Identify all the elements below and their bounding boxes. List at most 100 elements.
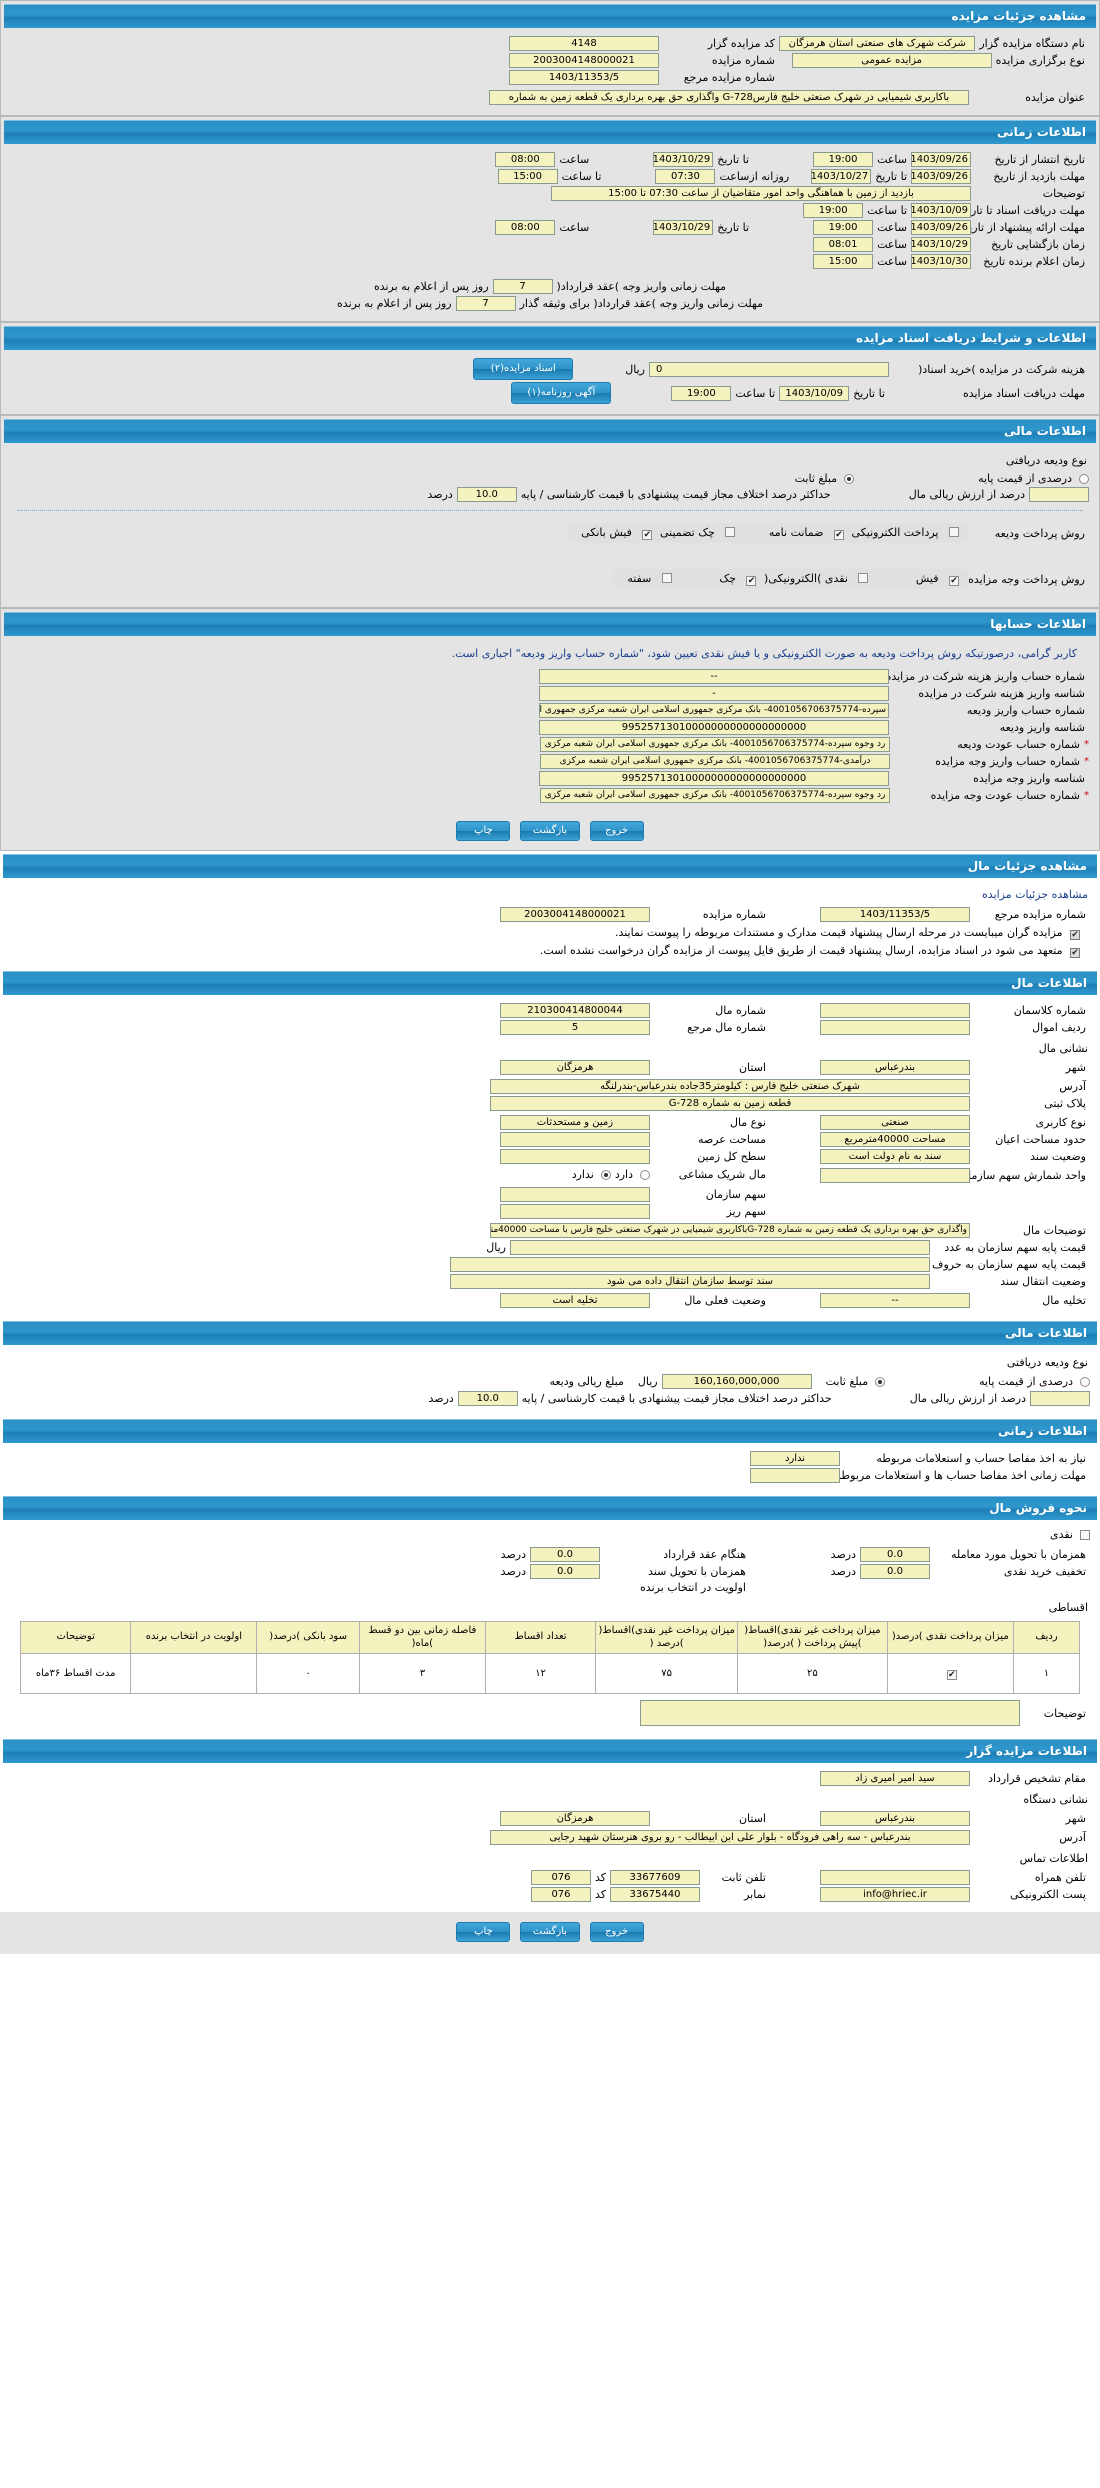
print-button-bottom[interactable]: چاپ: [456, 1922, 511, 1942]
exit-button-top[interactable]: خروج: [589, 821, 644, 841]
property-ref-number-value[interactable]: 1403/11353/5: [820, 907, 970, 922]
property-checkbox-1[interactable]: ✔: [1070, 930, 1080, 940]
visit-daily-to[interactable]: 15:00: [497, 169, 558, 184]
pay-deadline2-value[interactable]: 7: [455, 296, 516, 311]
property-current-status-value[interactable]: تخلیه است: [500, 1293, 650, 1308]
property-total-area-value[interactable]: [500, 1149, 650, 1164]
auctioneer-phone-value[interactable]: 33677609: [610, 1870, 700, 1885]
auction-code-value[interactable]: 4148: [509, 36, 659, 51]
property-class-number-value[interactable]: [820, 1003, 970, 1018]
sale-cash-checkbox[interactable]: [1080, 1529, 1090, 1540]
newspaper-ad-button[interactable]: آگهی روزنامه(۱): [511, 382, 612, 404]
offer-to-hour-value[interactable]: 08:00: [495, 220, 556, 235]
property-base-price-num-value[interactable]: [510, 1240, 930, 1255]
property-org-share-value[interactable]: [500, 1187, 650, 1202]
property-province-value[interactable]: هرمزگان: [500, 1060, 650, 1075]
offer-from-hour-value[interactable]: 19:00: [813, 220, 874, 235]
winner-hour-value[interactable]: 15:00: [813, 254, 874, 269]
back-button-bottom[interactable]: بازگشت: [519, 1922, 581, 1942]
account-value-4[interactable]: رد وجوه سپرده-4001056706375774- بانک مرک…: [540, 737, 890, 752]
property-fixed-amount-radio[interactable]: [875, 1376, 886, 1387]
auction-ref-number-value[interactable]: 1403/11353/5: [509, 70, 659, 85]
property-city-value[interactable]: بندرعباس: [820, 1060, 970, 1075]
offer-from-date[interactable]: 1403/09/26: [911, 220, 971, 235]
property-building-area-value[interactable]: مساحت 40000مترمربع: [820, 1132, 970, 1147]
publish-hour-value[interactable]: 19:00: [813, 152, 874, 167]
deposit-opt-2-checkbox[interactable]: [725, 527, 736, 537]
account-value-5[interactable]: درآمدی-4001056706375774- بانک مرکزی جمهو…: [540, 754, 890, 769]
visit-daily-from[interactable]: 07:30: [655, 169, 716, 184]
docs-cost-value[interactable]: 0: [649, 361, 889, 377]
property-address-value[interactable]: شهرک صنعتی خلیج فارس : کیلومتر35جاده بند…: [490, 1079, 970, 1094]
docs-deadline-date[interactable]: 1403/10/09: [779, 385, 850, 401]
property-percent-base-radio[interactable]: [1080, 1376, 1090, 1387]
pay-opt-0-checkbox[interactable]: ✔: [949, 576, 959, 586]
publish-date-from[interactable]: 1403/09/26: [911, 152, 971, 167]
property-auction-number-value[interactable]: 2003004148000021: [500, 907, 650, 922]
opening-date[interactable]: 1403/10/29: [911, 237, 971, 252]
auctioneer-mobile-value[interactable]: [820, 1870, 970, 1885]
account-value-1[interactable]: -: [539, 686, 889, 701]
property-need-value[interactable]: ندارد: [750, 1451, 840, 1466]
property-time-deadline-value[interactable]: [750, 1468, 840, 1483]
winner-date[interactable]: 1403/10/30: [911, 254, 971, 269]
sale-cash-discount-value[interactable]: 0.0: [860, 1564, 930, 1579]
auction-type-value[interactable]: مزایده عمومی: [791, 53, 992, 68]
property-org-share-unit-value[interactable]: [820, 1168, 970, 1183]
pay-opt-1-checkbox[interactable]: [858, 573, 869, 583]
fixed-amount-radio[interactable]: [844, 473, 855, 484]
property-shared-has-radio[interactable]: [640, 1169, 650, 1180]
account-value-7[interactable]: رد وجوه سپرده-4001056706375774- بانک مرک…: [540, 788, 890, 803]
deposit-opt-0-checkbox[interactable]: [949, 527, 959, 537]
opening-hour-value[interactable]: 08:01: [813, 237, 874, 252]
property-shared-hasnot-radio[interactable]: [600, 1169, 611, 1180]
property-percent-value-input[interactable]: [1030, 1391, 1090, 1406]
percent-base-radio[interactable]: [1079, 473, 1089, 484]
offer-to-date[interactable]: 1403/10/29: [653, 220, 714, 235]
account-value-0[interactable]: --: [539, 669, 889, 684]
auctioneer-authority-value[interactable]: سید امیر امیری زاد: [820, 1771, 970, 1786]
account-value-2[interactable]: سپرده-4001056706375774- بانک مرکزی جمهور…: [539, 703, 889, 718]
exit-button-bottom[interactable]: خروج: [589, 1922, 644, 1942]
property-land-area-value[interactable]: [500, 1132, 650, 1147]
property-micro-share-value[interactable]: [500, 1204, 650, 1219]
auctioneer-city-value[interactable]: بندرعباس: [820, 1811, 970, 1826]
visit-to-date[interactable]: 1403/10/27: [811, 169, 872, 184]
doc-receive-hour-value[interactable]: 19:00: [803, 203, 864, 218]
auctioneer-phone-code[interactable]: 076: [530, 1870, 591, 1885]
percent-value-input[interactable]: [1029, 487, 1089, 502]
docs-deadline-hour-value[interactable]: 19:00: [671, 385, 732, 401]
deposit-opt-3-checkbox[interactable]: ✔: [642, 530, 653, 540]
pay-opt-3-checkbox[interactable]: [661, 573, 672, 583]
account-value-3[interactable]: 99525713010000000000000000000: [539, 720, 889, 735]
visit-desc-value[interactable]: بازدید از زمین با هماهنگی واحد امور متقا…: [551, 186, 971, 201]
property-max-diff-value[interactable]: 10.0: [457, 1391, 518, 1406]
property-doc-status-value[interactable]: سند به نام دولت است: [820, 1149, 970, 1164]
pay-deadline-value[interactable]: 7: [492, 279, 553, 294]
auction-number-value[interactable]: 2003004148000021: [509, 53, 659, 68]
pay-opt-2-checkbox[interactable]: ✔: [746, 576, 757, 586]
property-number-value[interactable]: 210300414800044: [500, 1003, 650, 1018]
property-transfer-value[interactable]: سند توسط سازمان انتقال داده می شود: [450, 1274, 930, 1289]
td-row-check[interactable]: ✔: [886, 1653, 1014, 1694]
auctioneer-fax-code[interactable]: 076: [530, 1887, 591, 1902]
view-auction-details-link[interactable]: مشاهده جزئیات مزایده: [982, 888, 1088, 901]
sale-delivery-value[interactable]: 0.0: [860, 1547, 930, 1562]
auctioneer-address-value[interactable]: بندرعباس - سه راهی فرودگاه - بلوار علی ا…: [490, 1830, 970, 1845]
publish-to-date[interactable]: 1403/10/29: [653, 152, 714, 167]
property-checkbox-2[interactable]: ✔: [1070, 948, 1080, 958]
auction-documents-button[interactable]: اسناد مزایده(۲): [473, 358, 574, 380]
back-button-top[interactable]: بازگشت: [519, 821, 581, 841]
property-type-value[interactable]: زمین و مستحدثات: [500, 1115, 650, 1130]
property-usage-value[interactable]: صنعتی: [820, 1115, 970, 1130]
property-notes-value[interactable]: واگذاری حق بهره برداری یک قطعه زمین به ش…: [490, 1223, 970, 1238]
property-base-price-text-value[interactable]: [450, 1257, 930, 1272]
print-button-top[interactable]: چاپ: [456, 821, 511, 841]
auction-org-value[interactable]: شرکت شهرک های صنعتی استان هرمزگان: [779, 36, 976, 51]
deposit-opt-1-checkbox[interactable]: ✔: [834, 530, 844, 540]
property-ref-value[interactable]: 5: [500, 1020, 650, 1035]
publish-to-hour-value[interactable]: 08:00: [495, 152, 556, 167]
row-checkbox[interactable]: ✔: [946, 1669, 957, 1680]
property-deposit-amount-value[interactable]: 160,160,000,000: [661, 1374, 812, 1389]
doc-receive-date[interactable]: 1403/10/09: [911, 203, 971, 218]
